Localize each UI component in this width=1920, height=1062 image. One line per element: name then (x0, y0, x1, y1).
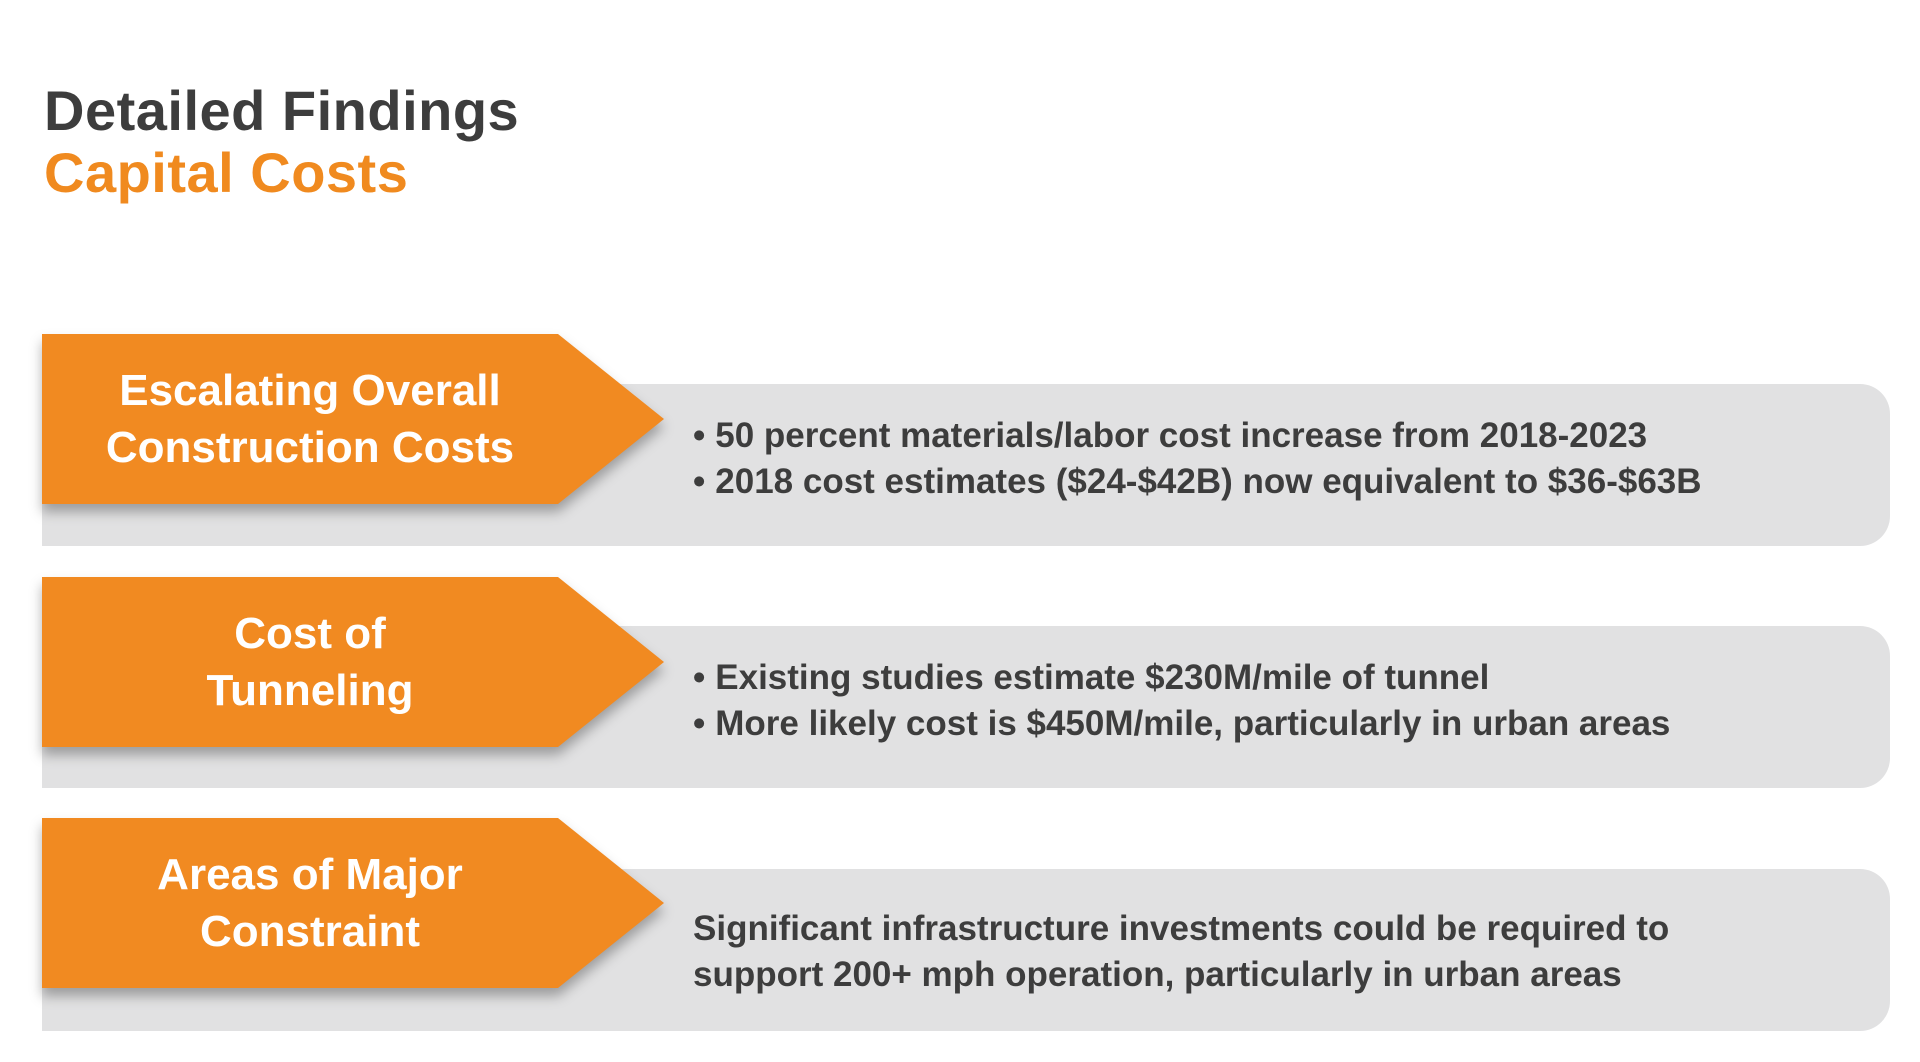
arrow-shape (42, 577, 664, 747)
finding-label-line: Construction Costs (105, 423, 515, 472)
bullet-item: 50 percent materials/labor cost increase… (693, 413, 1702, 459)
finding-bullet-list: 50 percent materials/labor cost increase… (693, 413, 1702, 505)
finding-label: Areas of Major Constraint (42, 818, 578, 988)
bullet-item: More likely cost is $450M/mile, particul… (693, 701, 1670, 747)
finding-label: Cost of Tunneling (42, 577, 578, 747)
finding-row-construction-costs: Escalating Overall Construction Costs 50… (0, 334, 1920, 546)
finding-description-line: support 200+ mph operation, particularly… (693, 955, 1622, 994)
bullet-item: Existing studies estimate $230M/mile of … (693, 655, 1670, 701)
finding-description-line: Significant infrastructure investments c… (693, 909, 1670, 948)
finding-label-line: Escalating Overall (119, 366, 501, 415)
finding-arrow: Escalating Overall Construction Costs (0, 334, 680, 524)
slide-subtitle: Capital Costs (44, 141, 409, 204)
arrow-shape (42, 818, 664, 988)
finding-arrow: Areas of Major Constraint (0, 818, 680, 1008)
finding-label-line: Tunneling (206, 666, 414, 715)
finding-label: Escalating Overall Construction Costs (42, 334, 578, 504)
finding-arrow: Cost of Tunneling (0, 577, 680, 767)
bullet-item: 2018 cost estimates ($24-$42B) now equiv… (693, 459, 1701, 505)
finding-label-line: Cost of (234, 609, 386, 658)
finding-row-major-constraint: Areas of Major Constraint Significant in… (0, 818, 1920, 1031)
slide-title-block: Detailed Findings Capital Costs (44, 80, 519, 204)
finding-label-line: Constraint (199, 907, 420, 956)
finding-label-line: Areas of Major (157, 850, 463, 899)
finding-row-tunneling: Cost of Tunneling Existing studies estim… (0, 577, 1920, 788)
slide-title: Detailed Findings (44, 79, 520, 142)
finding-bullet-list: Existing studies estimate $230M/mile of … (693, 655, 1670, 747)
finding-description: Significant infrastructure investments c… (693, 906, 1853, 998)
arrow-shape (42, 334, 664, 504)
